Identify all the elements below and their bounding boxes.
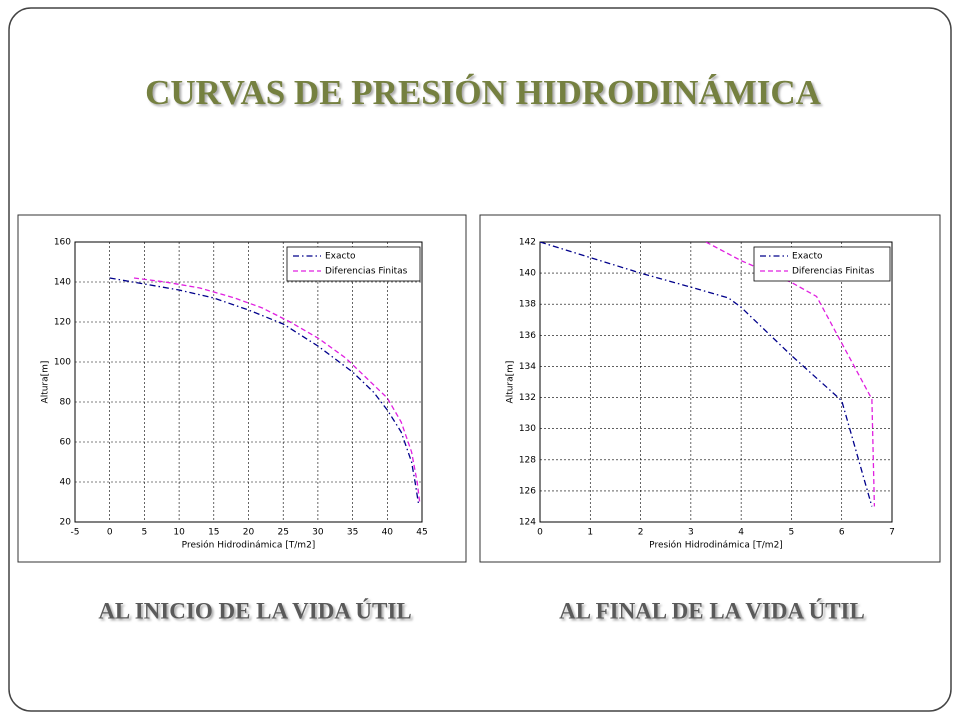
y-tick-label: 138 — [519, 300, 536, 310]
legend-label: Diferencias Finitas — [325, 267, 408, 277]
y-tick-label: 140 — [54, 278, 71, 288]
y-axis-label: Altura[m] — [41, 361, 51, 404]
y-tick-label: 140 — [519, 269, 536, 279]
data-line — [705, 242, 876, 507]
x-tick-label: 6 — [839, 528, 845, 538]
y-tick-label: 132 — [519, 393, 536, 403]
x-tick-label: 45 — [416, 528, 427, 538]
x-tick-label: 30 — [312, 528, 324, 538]
x-tick-label: 0 — [537, 528, 543, 538]
x-axis-label: Presión Hidrodinámica [T/m2] — [649, 540, 783, 551]
x-tick-label: 3 — [688, 528, 694, 538]
data-line — [109, 277, 420, 505]
y-tick-label: 160 — [54, 238, 71, 248]
y-tick-label: 40 — [60, 478, 72, 488]
y-tick-label: 124 — [519, 518, 536, 528]
x-tick-label: 4 — [738, 528, 744, 538]
chart-caption: AL FINAL DE LA VIDA ÚTIL — [559, 598, 865, 623]
x-tick-label: -5 — [71, 528, 80, 538]
y-tick-label: 128 — [519, 455, 536, 465]
y-axis-label: Altura[m] — [506, 361, 516, 404]
axes-box — [539, 241, 893, 523]
x-tick-label: 2 — [638, 528, 644, 538]
data-line — [540, 242, 873, 507]
x-tick-label: 1 — [587, 528, 593, 538]
legend-label: Exacto — [325, 252, 356, 262]
y-tick-label: 20 — [60, 518, 72, 528]
x-tick-label: 35 — [347, 528, 358, 538]
x-tick-label: 10 — [173, 528, 185, 538]
x-tick-label: 15 — [208, 528, 219, 538]
slide-title: CURVAS DE PRESIÓN HIDRODINÁMICA — [145, 72, 822, 112]
chart: 0 1 2 3 4 5 6 7 124 126 128 130 132 134 136 138 140 142 Pr… — [479, 214, 941, 623]
legend-box — [753, 246, 891, 282]
axes-box — [74, 241, 423, 523]
y-tick-label: 130 — [519, 424, 536, 434]
y-tick-label: 134 — [519, 362, 536, 372]
legend-label: Diferencias Finitas — [792, 267, 875, 277]
x-axis-label: Presión Hidrodinámica [T/m2] — [182, 540, 316, 551]
y-tick-label: 136 — [519, 331, 536, 341]
legend-box — [286, 246, 421, 282]
x-tick-label: 40 — [382, 528, 394, 538]
data-line — [133, 277, 421, 505]
x-tick-label: 25 — [277, 528, 288, 538]
plot-area — [540, 242, 892, 522]
x-tick-label: 5 — [789, 528, 795, 538]
chart-caption: AL INICIO DE LA VIDA ÚTIL — [98, 598, 411, 623]
y-tick-label: 142 — [519, 238, 536, 248]
y-tick-label: 100 — [54, 358, 71, 368]
x-tick-label: 0 — [107, 528, 113, 538]
chart: -5 0 5 10 15 20 25 30 35 40 45 20 40 60 80 100 120 140 160… — [17, 214, 467, 623]
x-tick-label: 7 — [889, 528, 895, 538]
y-tick-label: 80 — [60, 398, 72, 408]
x-tick-label: 20 — [243, 528, 255, 538]
legend-label: Exacto — [792, 252, 823, 262]
y-tick-label: 120 — [54, 318, 71, 328]
y-tick-label: 126 — [519, 486, 536, 496]
y-tick-label: 60 — [60, 438, 72, 448]
x-tick-label: 5 — [142, 528, 148, 538]
